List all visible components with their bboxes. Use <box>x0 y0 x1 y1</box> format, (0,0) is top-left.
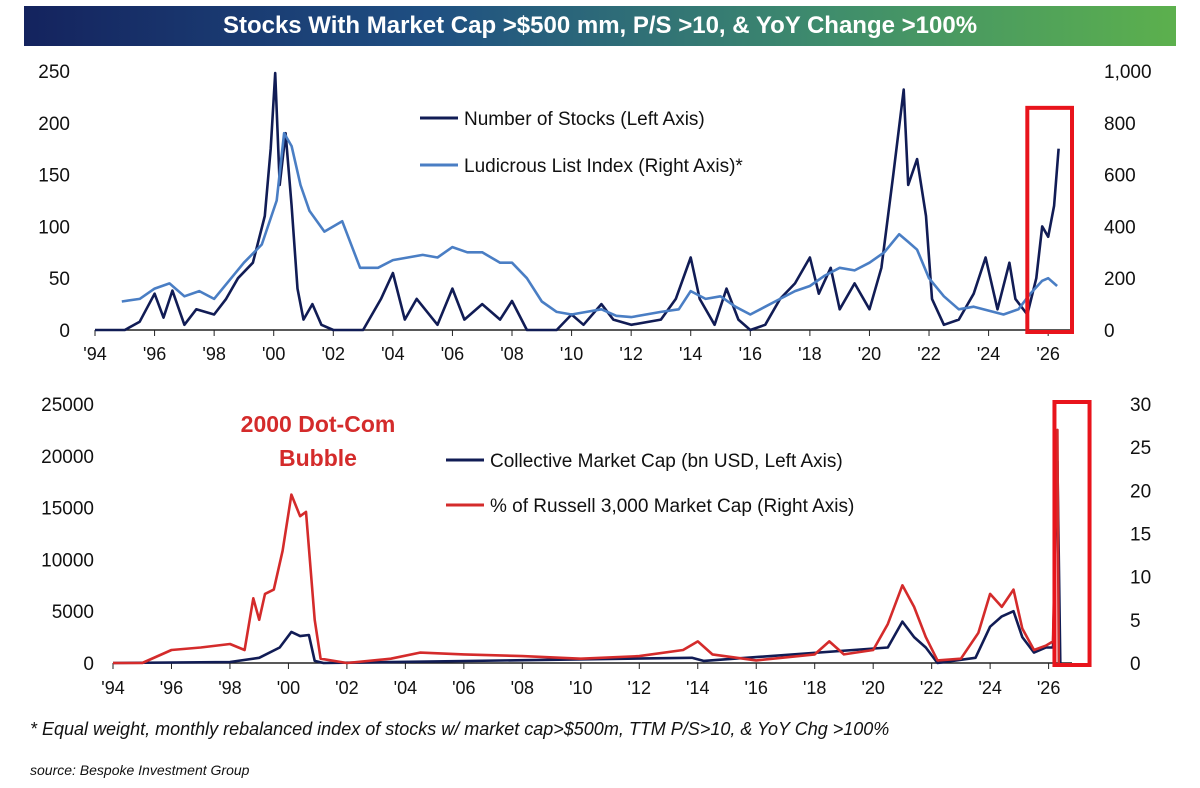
x-tick-label: '16 <box>744 678 767 698</box>
charts-area: '94 '96 '98 '00 '02 '04 '06 '08 '10 '12 '14 '16 '18 '… <box>38 62 1152 698</box>
x-tick-label: '94 <box>83 344 106 364</box>
y-right-tick-label: 200 <box>1104 269 1136 290</box>
x-tick-label: '22 <box>920 678 943 698</box>
y-right-tick-label: 30 <box>1130 395 1151 416</box>
x-tick-label: '16 <box>739 344 762 364</box>
x-tick-label: '14 <box>679 344 702 364</box>
y-right-tick-label: 20 <box>1130 481 1151 502</box>
y-right-tick-label: 0 <box>1130 654 1141 675</box>
x-tick-label: '18 <box>798 344 821 364</box>
x-tick-label: '04 <box>381 344 404 364</box>
x-tick-label: '04 <box>394 678 417 698</box>
x-tick-label: '98 <box>218 678 241 698</box>
annotation-line-2: Bubble <box>279 445 357 471</box>
y-left-tick-label: 250 <box>38 62 70 83</box>
y-right-tick-label: 10 <box>1130 568 1151 589</box>
legend-label-1: Number of Stocks (Left Axis) <box>464 109 705 130</box>
y-left-tick-label: 100 <box>38 217 70 238</box>
x-tick-label: '98 <box>202 344 225 364</box>
source-note: source: Bespoke Investment Group <box>30 762 250 778</box>
series-line-2 <box>121 131 1058 319</box>
legend-label-1: Collective Market Cap (bn USD, Left Axis… <box>490 451 843 472</box>
y-left-tick-label: 5000 <box>52 602 94 623</box>
y-left-tick-label: 0 <box>83 654 94 675</box>
y-right-tick-label: 600 <box>1104 166 1136 187</box>
x-tick-label: '10 <box>569 678 592 698</box>
y-left-tick-label: 25000 <box>41 395 94 416</box>
legend-label-2: % of Russell 3,000 Market Cap (Right Axi… <box>490 496 854 517</box>
footnote: * Equal weight, monthly rebalanced index… <box>30 719 890 739</box>
x-tick-label: '02 <box>322 344 345 364</box>
highlight-box <box>1025 105 1074 334</box>
y-right-tick-label: 15 <box>1130 525 1151 546</box>
x-tick-label: '24 <box>978 678 1001 698</box>
x-tick-label: '12 <box>619 344 642 364</box>
y-left-tick-label: 10000 <box>41 550 94 571</box>
x-tick-label: '26 <box>1036 344 1059 364</box>
x-tick-label: '12 <box>628 678 651 698</box>
y-left-tick-label: 150 <box>38 166 70 187</box>
series-line-2 <box>113 428 1061 665</box>
annotation-line-1: 2000 Dot-Com <box>241 411 396 437</box>
x-tick-label: '06 <box>441 344 464 364</box>
x-tick-label: '24 <box>977 344 1000 364</box>
y-right-tick-label: 400 <box>1104 217 1136 238</box>
y-left-tick-label: 15000 <box>41 499 94 520</box>
x-tick-label: '94 <box>101 678 124 698</box>
chart-title: Stocks With Market Cap >$500 mm, P/S >10… <box>24 6 1176 46</box>
x-tick-label: '14 <box>686 678 709 698</box>
x-tick-label: '08 <box>511 678 534 698</box>
x-tick-label: '02 <box>335 678 358 698</box>
x-tick-label: '00 <box>277 678 300 698</box>
y-right-tick-label: 800 <box>1104 114 1136 135</box>
highlight-box <box>1052 400 1092 667</box>
y-left-tick-label: 0 <box>59 321 70 342</box>
y-left-tick-label: 50 <box>49 269 70 290</box>
legend-label-2: Ludicrous List Index (Right Axis)* <box>464 156 743 177</box>
x-tick-label: '22 <box>917 344 940 364</box>
x-tick-label: '06 <box>452 678 475 698</box>
x-tick-label: '08 <box>500 344 523 364</box>
x-tick-label: '20 <box>858 344 881 364</box>
x-tick-label: '00 <box>262 344 285 364</box>
series-line-1 <box>112 459 1062 665</box>
y-left-tick-label: 200 <box>38 114 70 135</box>
x-tick-label: '18 <box>803 678 826 698</box>
x-tick-label: '10 <box>560 344 583 364</box>
y-left-tick-label: 20000 <box>41 447 94 468</box>
x-tick-label: '26 <box>1037 678 1060 698</box>
x-tick-label: '96 <box>160 678 183 698</box>
y-right-tick-label: 1,000 <box>1104 62 1152 83</box>
y-right-tick-label: 5 <box>1130 611 1141 632</box>
y-right-tick-label: 25 <box>1130 438 1151 459</box>
y-right-tick-label: 0 <box>1104 321 1115 342</box>
x-tick-label: '96 <box>143 344 166 364</box>
x-tick-label: '20 <box>861 678 884 698</box>
